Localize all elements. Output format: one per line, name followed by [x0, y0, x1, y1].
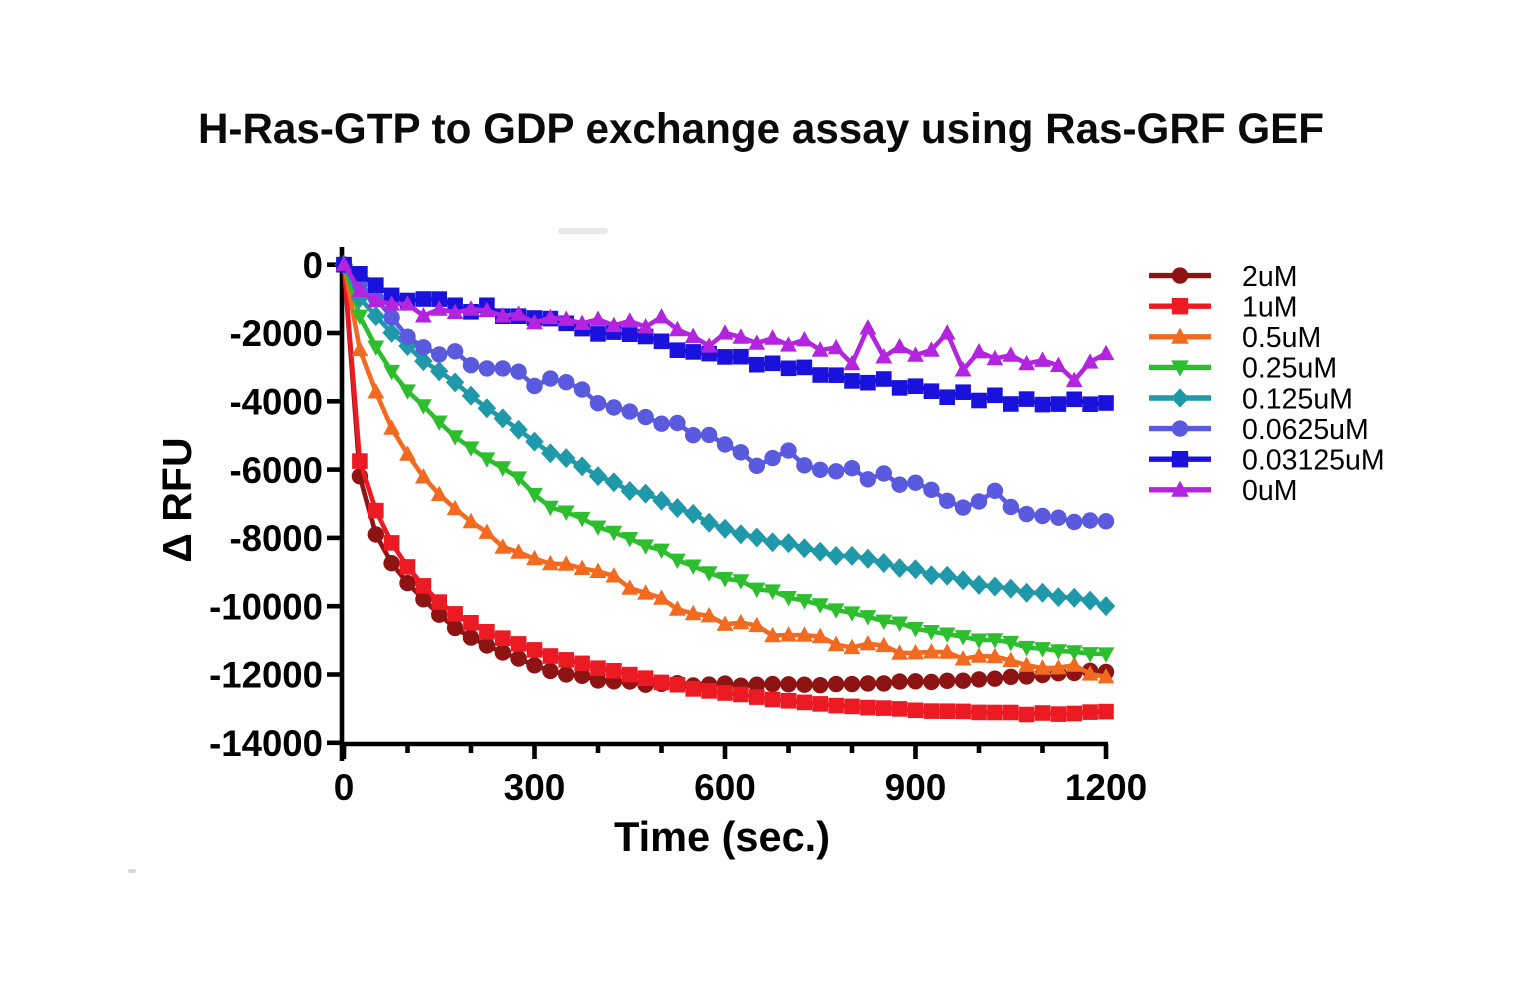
- svg-text:-10000: -10000: [209, 586, 323, 627]
- svg-text:0.25uM: 0.25uM: [1242, 353, 1337, 385]
- svg-text:600: 600: [694, 767, 756, 808]
- svg-text:-4000: -4000: [229, 382, 323, 423]
- svg-text:-6000: -6000: [229, 450, 323, 491]
- svg-text:900: 900: [885, 767, 947, 808]
- svg-text:1uM: 1uM: [1242, 292, 1297, 324]
- svg-text:Δ RFU: Δ RFU: [154, 437, 200, 562]
- svg-text:H-Ras-GTP to GDP exchange assa: H-Ras-GTP to GDP exchange assay using Ra…: [198, 105, 1324, 152]
- svg-text:-14000: -14000: [209, 723, 323, 764]
- svg-text:0.03125uM: 0.03125uM: [1242, 445, 1385, 477]
- svg-text:300: 300: [504, 767, 566, 808]
- svg-text:0.0625uM: 0.0625uM: [1242, 414, 1369, 446]
- svg-text:0uM: 0uM: [1242, 475, 1297, 507]
- svg-text:1200: 1200: [1065, 767, 1147, 808]
- svg-text:0.125uM: 0.125uM: [1242, 383, 1353, 415]
- svg-text:0: 0: [334, 767, 355, 808]
- svg-text:0.5uM: 0.5uM: [1242, 322, 1321, 354]
- svg-text:0: 0: [303, 245, 323, 286]
- svg-text:-12000: -12000: [209, 655, 323, 696]
- svg-text:2uM: 2uM: [1242, 261, 1297, 293]
- svg-text:-2000: -2000: [229, 313, 323, 354]
- svg-text:-8000: -8000: [229, 518, 323, 559]
- svg-text:Time (sec.): Time (sec.): [614, 813, 830, 860]
